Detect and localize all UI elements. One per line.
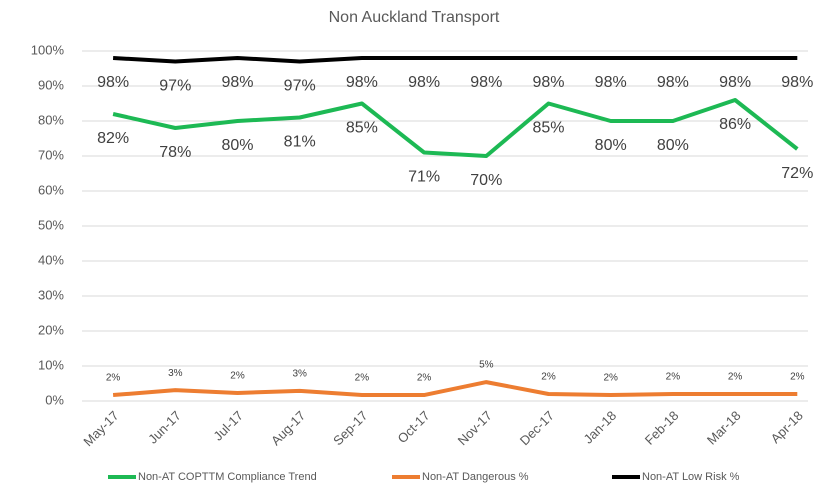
x-tick-label: Jul-17: [210, 408, 246, 444]
x-tick-label: Jun-17: [145, 408, 184, 447]
data-label: 2%: [417, 373, 432, 384]
legend-label: Non-AT Dangerous %: [422, 471, 529, 483]
y-tick-label: 100%: [31, 42, 65, 57]
y-tick-label: 40%: [38, 252, 64, 267]
data-label: 86%: [719, 116, 751, 133]
y-tick-label: 0%: [45, 392, 64, 407]
data-label: 3%: [168, 368, 183, 379]
y-tick-label: 90%: [38, 77, 64, 92]
y-tick-label: 80%: [38, 112, 64, 127]
data-label: 72%: [781, 165, 813, 182]
data-label: 5%: [479, 360, 494, 371]
data-label: 2%: [666, 372, 681, 383]
x-tick-label: Mar-18: [704, 408, 744, 448]
data-label: 98%: [532, 74, 564, 91]
data-label: 80%: [221, 137, 253, 154]
data-label: 2%: [355, 373, 370, 384]
x-tick-label: Jan-18: [581, 408, 620, 447]
data-label: 82%: [97, 130, 129, 147]
x-tick-label: Aug-17: [268, 408, 308, 448]
x-tick-label: Oct-17: [394, 408, 432, 446]
data-label: 2%: [790, 372, 805, 383]
data-label: 85%: [346, 120, 378, 137]
y-tick-label: 60%: [38, 182, 64, 197]
x-tick-label: Sep-17: [330, 408, 370, 448]
x-tick-label: Apr-18: [768, 408, 806, 446]
x-tick-label: Feb-18: [642, 408, 682, 448]
data-label: 98%: [221, 74, 253, 91]
series-line: [112, 56, 798, 64]
data-label: 80%: [657, 137, 689, 154]
chart-title: Non Auckland Transport: [329, 9, 500, 26]
data-label: 80%: [595, 137, 627, 154]
data-label: 2%: [603, 373, 618, 384]
data-label: 2%: [106, 373, 121, 384]
data-label: 70%: [470, 172, 502, 189]
data-label: 97%: [284, 78, 316, 95]
data-label: 98%: [97, 74, 129, 91]
y-tick-label: 10%: [38, 357, 64, 372]
data-label: 81%: [284, 134, 316, 151]
data-label: 98%: [657, 74, 689, 91]
x-tick-label: May-17: [80, 408, 121, 449]
data-label: 98%: [781, 74, 813, 91]
data-label: 98%: [408, 74, 440, 91]
legend-label: Non-AT Low Risk %: [642, 471, 740, 483]
y-tick-label: 50%: [38, 217, 64, 232]
data-label: 98%: [595, 74, 627, 91]
data-label: 78%: [159, 144, 191, 161]
x-tick-label: Nov-17: [455, 408, 495, 448]
data-label: 2%: [230, 371, 245, 382]
data-label: 98%: [719, 74, 751, 91]
data-label: 97%: [159, 78, 191, 95]
data-label: 3%: [292, 368, 307, 379]
data-label: 71%: [408, 169, 440, 186]
data-label: 98%: [470, 74, 502, 91]
series-line: [112, 98, 799, 158]
data-label: 85%: [532, 120, 564, 137]
x-tick-label: Dec-17: [517, 408, 557, 448]
y-tick-label: 70%: [38, 147, 64, 162]
data-label: 2%: [541, 372, 556, 383]
data-label: 2%: [728, 372, 743, 383]
data-label: 98%: [346, 74, 378, 91]
legend-label: Non-AT COPTTM Compliance Trend: [138, 471, 317, 483]
y-tick-label: 30%: [38, 287, 64, 302]
y-tick-label: 20%: [38, 322, 64, 337]
series-line: [112, 380, 798, 398]
